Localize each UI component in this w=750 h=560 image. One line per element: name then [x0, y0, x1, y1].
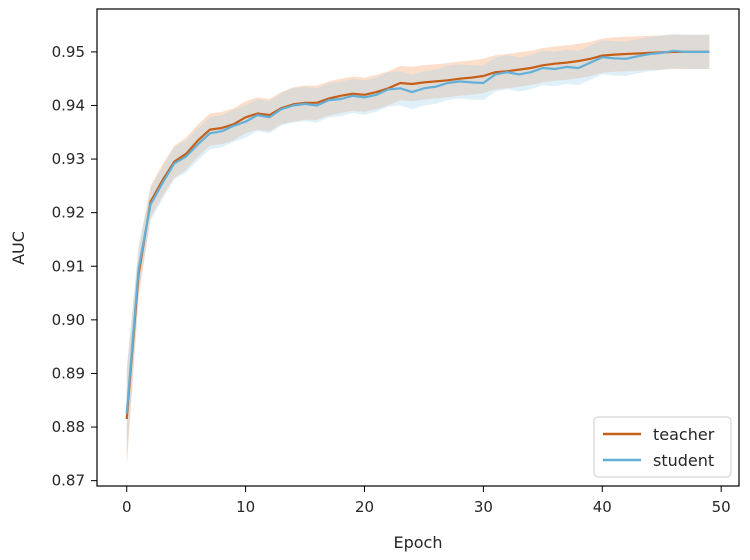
- series-lines: [125, 49, 710, 420]
- legend-teacher-label: teacher: [653, 425, 715, 444]
- legend: teacher student: [593, 416, 732, 478]
- plot-frame: [96, 8, 740, 487]
- y-tick-label: 0.92: [52, 204, 85, 222]
- teacher-line: [125, 50, 710, 420]
- x-tick-label: 0: [122, 498, 132, 516]
- y-tick-label: 0.88: [52, 418, 85, 436]
- confidence-bands: [126, 33, 710, 468]
- x-tick-label: 40: [593, 498, 612, 516]
- student-line: [125, 49, 710, 414]
- legend-box: [593, 416, 732, 478]
- y-tick-label: 0.93: [52, 150, 85, 168]
- x-axis-label: Epoch: [394, 533, 443, 552]
- y-axis-ticks: 0.87 0.88 0.89 0.90 0.91 0.92 0.93 0.94 0.95: [52, 43, 97, 490]
- student-band: [126, 33, 710, 460]
- x-tick-label: 50: [712, 498, 731, 516]
- x-tick-label: 10: [236, 498, 255, 516]
- y-tick-label: 0.95: [52, 43, 85, 61]
- y-tick-label: 0.89: [52, 364, 85, 382]
- legend-student-label: student: [653, 451, 714, 470]
- y-tick-label: 0.91: [52, 257, 85, 275]
- y-tick-label: 0.90: [52, 311, 85, 329]
- x-tick-label: 30: [474, 498, 493, 516]
- x-tick-label: 20: [355, 498, 374, 516]
- x-axis-ticks: 0 10 20 30 40 50: [122, 486, 731, 516]
- y-tick-label: 0.87: [52, 472, 85, 490]
- y-axis-label: AUC: [9, 231, 28, 265]
- y-tick-label: 0.94: [52, 96, 85, 114]
